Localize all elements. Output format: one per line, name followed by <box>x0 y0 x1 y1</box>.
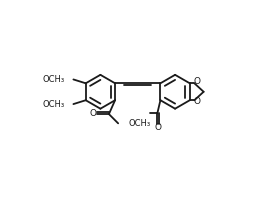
Text: OCH₃: OCH₃ <box>43 100 65 109</box>
Text: O: O <box>155 123 162 132</box>
Text: OCH₃: OCH₃ <box>128 119 150 128</box>
Text: OCH₃: OCH₃ <box>43 75 65 84</box>
Text: O: O <box>193 77 200 86</box>
Text: O: O <box>90 109 97 118</box>
Text: O: O <box>193 97 200 106</box>
